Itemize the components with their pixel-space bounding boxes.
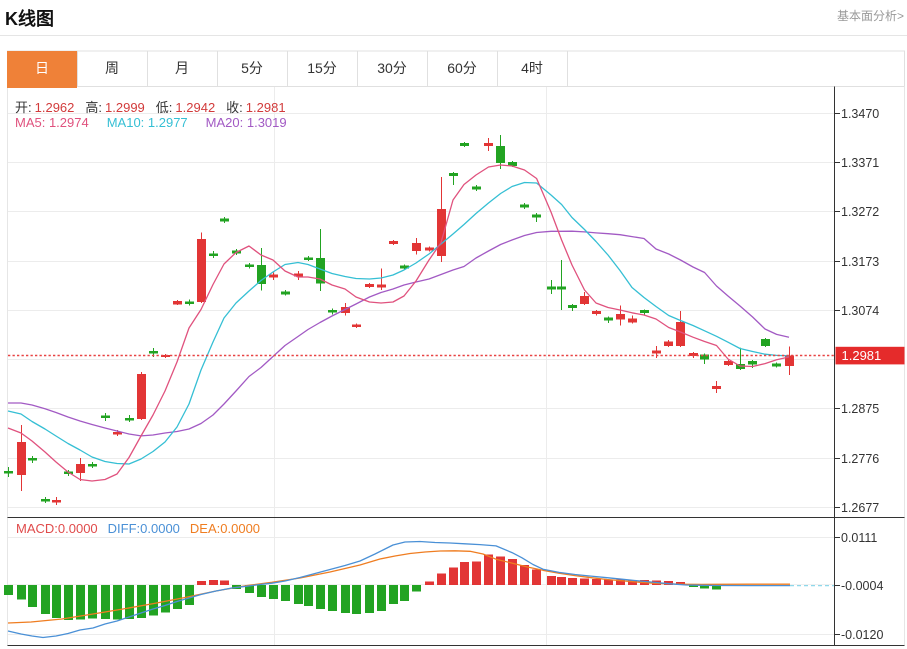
svg-text:1.3074: 1.3074 <box>841 304 879 318</box>
svg-text:1.3371: 1.3371 <box>841 156 879 170</box>
svg-text:1.2981: 1.2981 <box>842 348 882 363</box>
svg-text:1.3173: 1.3173 <box>841 255 879 269</box>
svg-text:1.3272: 1.3272 <box>841 205 879 219</box>
svg-text:1.2875: 1.2875 <box>841 402 879 416</box>
svg-text:-0.0004: -0.0004 <box>841 579 883 593</box>
svg-text:1.3470: 1.3470 <box>841 107 879 121</box>
svg-text:-0.0120: -0.0120 <box>841 628 883 642</box>
svg-text:1.2677: 1.2677 <box>841 501 879 515</box>
svg-text:1.2776: 1.2776 <box>841 452 879 466</box>
svg-text:0.0111: 0.0111 <box>841 531 877 545</box>
